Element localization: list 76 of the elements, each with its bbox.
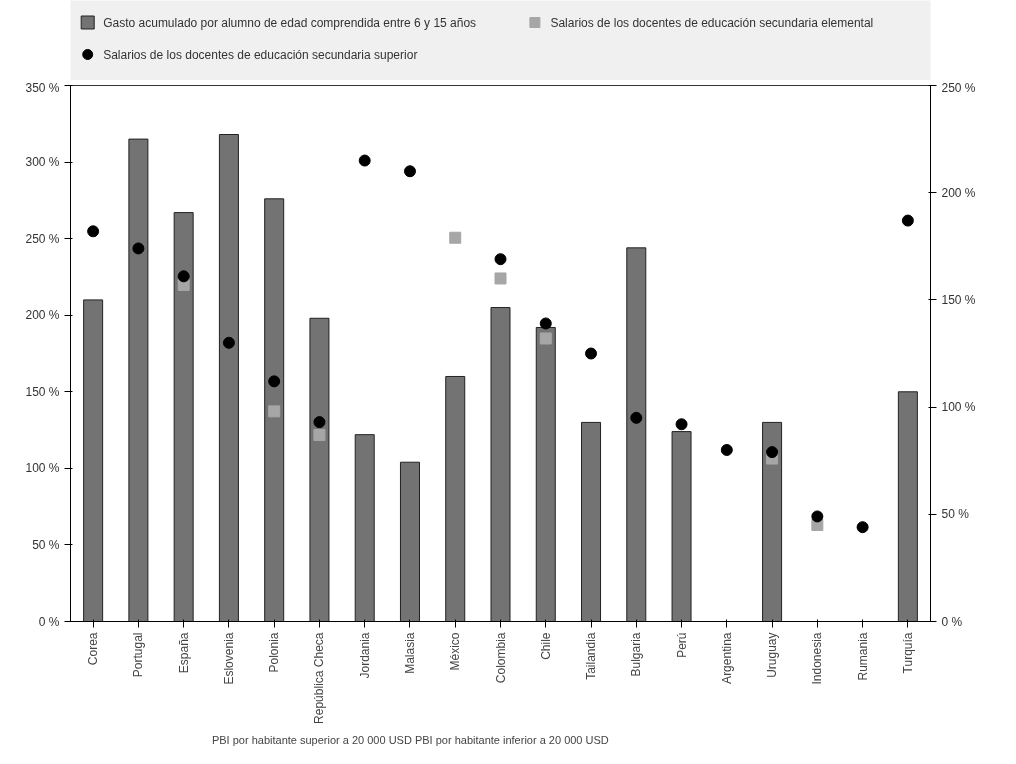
point xyxy=(856,521,869,534)
y2-tick-label: 200 % xyxy=(941,185,976,200)
y-tick-label: 250 % xyxy=(25,231,60,246)
x-tick-label: Malasia xyxy=(402,632,417,674)
point xyxy=(766,446,779,459)
bar xyxy=(218,134,239,622)
bar xyxy=(445,375,466,622)
point xyxy=(403,165,416,178)
bar xyxy=(581,421,602,622)
point xyxy=(585,347,598,360)
y-tick-label: 0 % xyxy=(38,614,60,629)
x-tick-label: Eslovenia xyxy=(221,632,236,685)
x-tick-label: Tailandia xyxy=(584,632,599,680)
y-tick-label: 50 % xyxy=(32,537,60,552)
y2-tick-label: 250 % xyxy=(941,80,976,95)
y2-tick-label: 100 % xyxy=(941,400,976,415)
point xyxy=(313,428,326,441)
y-tick-label: 350 % xyxy=(25,80,60,95)
y-tick-label: 100 % xyxy=(25,461,60,476)
point xyxy=(720,443,733,456)
legend-label: Salarios de los docentes de educación secundaria elemental xyxy=(550,15,874,30)
point xyxy=(358,154,371,167)
bar xyxy=(264,198,285,622)
x-tick-label: Rumania xyxy=(855,632,870,681)
x-tick-label: México xyxy=(448,632,463,671)
x-tick-label: Indonesia xyxy=(810,632,825,685)
x-tick-label: República Checa xyxy=(312,632,327,724)
bar xyxy=(671,431,692,622)
point xyxy=(177,270,190,283)
point xyxy=(222,336,235,349)
bar xyxy=(83,299,104,622)
point xyxy=(132,242,145,255)
y2-tick-label: 150 % xyxy=(941,292,976,307)
bar xyxy=(490,307,511,622)
y-tick-label: 150 % xyxy=(25,384,60,399)
y2-tick-label: 50 % xyxy=(941,507,970,522)
x-tick-label: Jordania xyxy=(357,632,372,679)
x-tick-label: Portugal xyxy=(131,632,146,678)
point xyxy=(494,272,507,285)
x-tick-label: Argentina xyxy=(719,632,734,684)
x-tick-label: Colombia xyxy=(493,632,508,684)
bar xyxy=(535,326,556,622)
x-tick-label: Corea xyxy=(86,632,101,666)
point xyxy=(449,231,462,244)
x-tick-label: Chile xyxy=(538,632,553,660)
point xyxy=(901,214,914,227)
y-tick-label: 300 % xyxy=(25,155,60,170)
x-tick-label: Uruguay xyxy=(765,632,780,678)
point xyxy=(268,375,281,388)
point xyxy=(494,253,507,266)
bar xyxy=(626,247,647,622)
bar xyxy=(354,434,375,622)
point xyxy=(539,317,552,330)
point xyxy=(87,225,100,238)
bar xyxy=(128,138,149,622)
bar xyxy=(897,391,918,622)
bar xyxy=(762,421,783,622)
bar xyxy=(173,212,194,622)
point xyxy=(268,405,281,418)
point xyxy=(675,418,688,431)
y2-tick-label: 0 % xyxy=(941,614,963,629)
x-tick-label: Bulgaria xyxy=(629,632,644,677)
x-tick-label: Perú xyxy=(674,632,689,658)
point xyxy=(811,510,824,523)
text: PBI por habitante superior a 20 000 USD PBI por habitante inferior a 20 000 USD xyxy=(211,733,609,746)
x-tick-label: Polonia xyxy=(267,632,282,673)
x-tick-label: España xyxy=(176,632,191,674)
bar xyxy=(309,317,330,622)
bar xyxy=(399,461,420,622)
point xyxy=(313,416,326,429)
point xyxy=(539,332,552,345)
x-tick-label: Turquía xyxy=(900,632,915,674)
legend-label: Salarios de los docentes de educación secundaria superior xyxy=(103,47,418,62)
legend-label: Gasto acumulado por alumno de edad comprendida entre 6 y 15 años xyxy=(103,15,477,30)
y-tick-label: 200 % xyxy=(25,308,60,323)
point xyxy=(630,411,643,424)
